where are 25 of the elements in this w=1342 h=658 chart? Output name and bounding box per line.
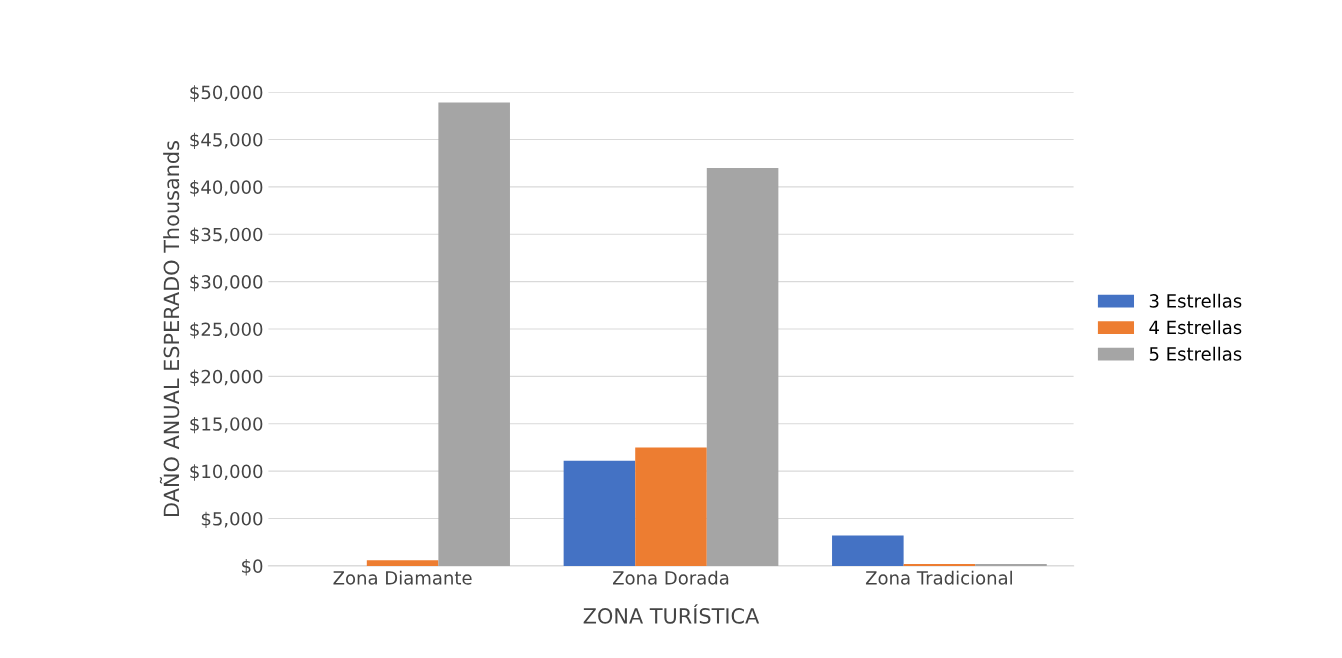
y-tick-label: $10,000 [190, 464, 263, 481]
legend-label: 4 Estrellas [1149, 320, 1242, 335]
y-tick-label: $20,000 [190, 369, 263, 386]
y-tick-label: $5,000 [201, 511, 263, 529]
x-tick-label: Zona Diamante [333, 570, 472, 585]
bar [832, 535, 904, 566]
legend-label: 5 Estrellas [1149, 346, 1242, 361]
x-tick-label: Zona Dorada [613, 570, 729, 585]
legend-label: 3 Estrellas [1149, 293, 1242, 308]
y-tick-label: $40,000 [190, 180, 263, 197]
y-tick-label: $35,000 [190, 227, 263, 244]
x-tick-label: Zona Tradicional [865, 570, 1012, 585]
y-tick-label: $15,000 [190, 416, 263, 434]
x-axis-title: ZONA TURÍSTICA [583, 604, 760, 624]
y-tick-label: $30,000 [190, 274, 263, 292]
bar [438, 102, 510, 566]
bar [635, 447, 707, 566]
bar [366, 560, 439, 566]
y-tick-label: $50,000 [190, 85, 263, 102]
y-tick-label: $45,000 [190, 132, 263, 150]
y-tick-label: $25,000 [190, 322, 263, 339]
y-tick-label: $0 [242, 559, 263, 576]
bar [706, 167, 779, 566]
y-axis-title: DAÑO ANUAL ESPERADO Thousands [159, 141, 180, 516]
bar [563, 460, 636, 566]
